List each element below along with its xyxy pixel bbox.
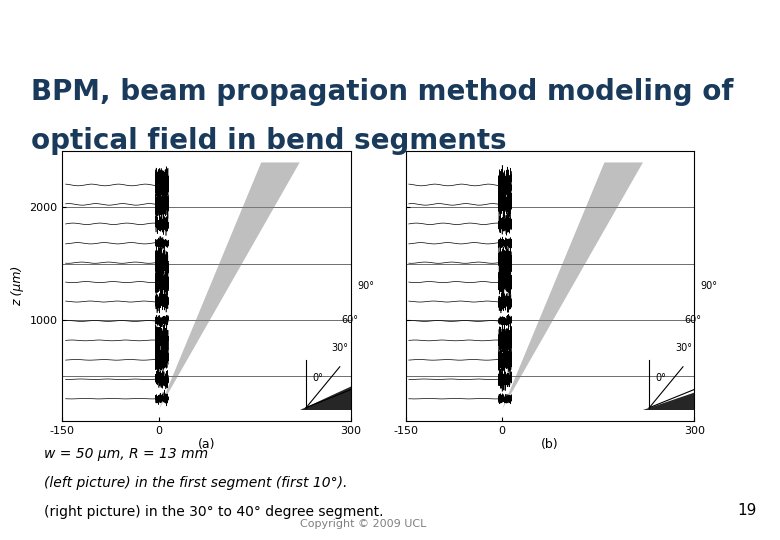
Text: Copyright © 2009 UCL: Copyright © 2009 UCL — [300, 519, 426, 529]
Polygon shape — [158, 163, 300, 410]
Text: 30°: 30° — [675, 343, 692, 353]
Y-axis label: z (μm): z (μm) — [11, 266, 24, 306]
Text: w = 50 μm, R = 13 mm: w = 50 μm, R = 13 mm — [44, 447, 208, 461]
Text: optical field in bend segments: optical field in bend segments — [31, 127, 507, 155]
Text: 0°: 0° — [656, 374, 667, 383]
Text: 0°: 0° — [313, 374, 324, 383]
Text: 90°: 90° — [357, 281, 374, 291]
Text: 30°: 30° — [332, 343, 349, 353]
Polygon shape — [502, 163, 643, 410]
Text: ♖UCL: ♖UCL — [682, 12, 757, 36]
Text: 90°: 90° — [700, 281, 718, 291]
Text: 60°: 60° — [685, 315, 701, 325]
Text: (a): (a) — [198, 438, 215, 451]
Polygon shape — [643, 370, 758, 410]
Text: BPM, beam propagation method modeling of: BPM, beam propagation method modeling of — [31, 78, 734, 106]
Polygon shape — [300, 363, 402, 410]
Text: (right picture) in the 30° to 40° degree segment.: (right picture) in the 30° to 40° degree… — [44, 505, 384, 519]
Text: 19: 19 — [737, 503, 757, 518]
Text: (b): (b) — [541, 438, 558, 451]
Text: 60°: 60° — [342, 315, 358, 325]
Text: (left picture) in the first segment (first 10°).: (left picture) in the first segment (fir… — [44, 476, 348, 490]
